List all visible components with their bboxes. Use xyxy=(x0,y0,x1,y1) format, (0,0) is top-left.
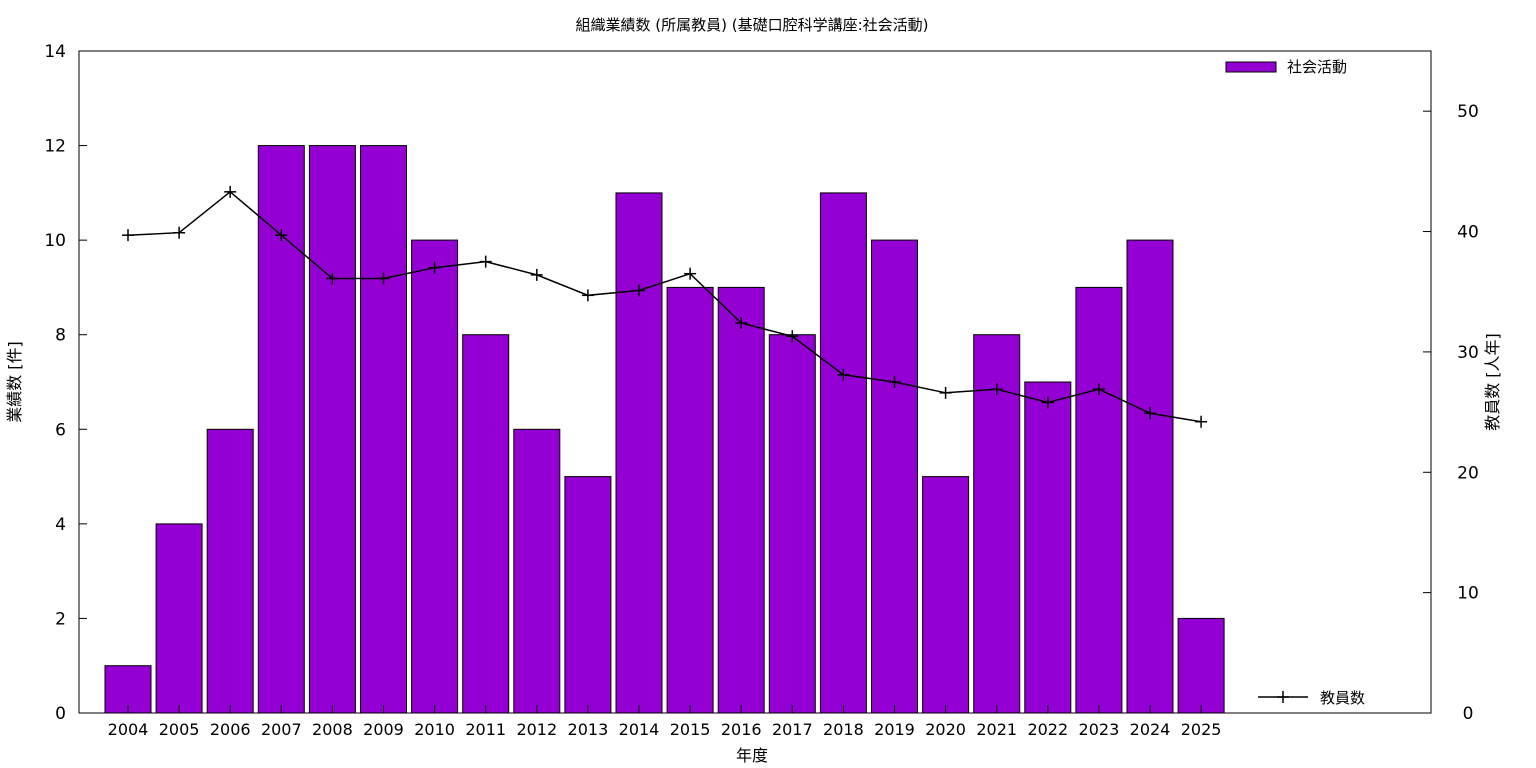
bar-2012 xyxy=(513,428,561,714)
staff-point-2021 xyxy=(990,383,1003,396)
bar-2025 xyxy=(1177,617,1225,714)
y-tick-label: 12 xyxy=(44,137,66,157)
y-tick-label: 10 xyxy=(44,231,66,251)
bar-2019 xyxy=(871,239,918,714)
bar-2018 xyxy=(819,192,867,714)
staff-point-2019 xyxy=(888,376,901,388)
bar-2009 xyxy=(360,145,407,714)
bar-2006 xyxy=(206,428,254,714)
chart-title: 組織業績数 (所属教員) (基礎口腔科学講座:社会活動) xyxy=(575,16,928,34)
bar-2022 xyxy=(1024,381,1072,714)
staff-point-2007 xyxy=(275,229,288,242)
y-tick-label: 2 xyxy=(55,609,66,629)
y-tick-label: 4 xyxy=(55,515,66,535)
staff-point-2011 xyxy=(479,255,492,268)
bar-2015 xyxy=(666,286,714,714)
x-axis-label: 年度 xyxy=(736,746,768,765)
axes-layer: 0 2 4 6 8 10 12 14 0 10 20 30 40 50 2004 2005 2006 2007 20… xyxy=(44,42,1478,739)
x-tick-label: 2020 xyxy=(925,720,966,739)
x-tick-label: 2009 xyxy=(363,720,404,739)
bar-2010 xyxy=(411,239,459,714)
staff-point-2018 xyxy=(837,368,850,381)
y-tick-label: 8 xyxy=(55,326,66,346)
x-tick-label: 2013 xyxy=(568,720,609,739)
y-tick-label: 14 xyxy=(44,42,66,62)
bar-2014 xyxy=(615,192,663,714)
bar-2021 xyxy=(973,334,1021,714)
x-tick-label: 2019 xyxy=(874,720,915,739)
x-tick-label: 2024 xyxy=(1130,720,1171,739)
x-tick-label: 2017 xyxy=(772,720,813,739)
staff-point-2010 xyxy=(428,261,441,274)
staff-point-2008 xyxy=(326,272,339,285)
legend-bar: 社会活動 xyxy=(1225,58,1347,76)
staff-point-2006 xyxy=(224,185,237,198)
x-tick-label: 2022 xyxy=(1027,720,1068,739)
legend-line: 教員数 xyxy=(1258,689,1365,707)
y2-tick-label: 0 xyxy=(1463,704,1474,724)
x-tick-label: 2014 xyxy=(619,720,660,739)
bar-2017 xyxy=(768,334,816,714)
staff-point-2017 xyxy=(786,330,799,343)
staff-point-2009 xyxy=(377,272,390,285)
y-tick-label: 6 xyxy=(55,420,66,440)
staff-point-2023 xyxy=(1092,383,1105,396)
y2-tick-label: 30 xyxy=(1457,343,1479,363)
x-tick-label: 2005 xyxy=(159,720,200,739)
y2-tick-label: 40 xyxy=(1457,223,1479,243)
x-tick-label: 2006 xyxy=(210,720,251,739)
bar-2016 xyxy=(717,286,765,714)
bar-2013 xyxy=(564,476,612,714)
staff-point-2014 xyxy=(633,284,645,297)
bar-2011 xyxy=(462,334,510,714)
bar-2024 xyxy=(1126,239,1174,714)
staff-line xyxy=(127,190,1202,423)
x-tick-label: 2007 xyxy=(261,720,302,739)
x-tick-label: 2004 xyxy=(108,720,149,739)
line-layer xyxy=(122,185,1208,428)
bars-layer xyxy=(104,145,1225,714)
staff-point-2004 xyxy=(122,229,134,242)
y2-axis-label: 教員数 [人年] xyxy=(1483,333,1502,431)
staff-point-2022 xyxy=(1041,396,1054,409)
legend-bar-label: 社会活動 xyxy=(1287,58,1347,76)
bar-2023 xyxy=(1075,286,1123,714)
bar-2020 xyxy=(922,476,970,714)
x-tick-label: 2008 xyxy=(312,720,353,739)
legend-bar-swatch xyxy=(1225,61,1277,73)
staff-point-2024 xyxy=(1144,407,1156,420)
y2-tick-label: 50 xyxy=(1457,102,1479,122)
x-tick-label: 2012 xyxy=(516,720,557,739)
y2-tick-label: 10 xyxy=(1457,584,1479,604)
staff-point-2020 xyxy=(939,386,952,399)
staff-point-2005 xyxy=(173,226,186,239)
staff-point-2015 xyxy=(684,267,697,280)
bar-2008 xyxy=(308,145,356,714)
x-tick-label: 2010 xyxy=(414,720,455,739)
staff-point-2012 xyxy=(530,268,543,281)
legend-line-label: 教員数 xyxy=(1320,689,1365,707)
y-axis-label: 業績数 [件] xyxy=(5,341,24,423)
staff-point-2025 xyxy=(1195,415,1208,428)
staff-point-2016 xyxy=(735,317,748,330)
plot-frame xyxy=(78,50,1432,714)
x-tick-label: 2011 xyxy=(465,720,506,739)
staff-point-2013 xyxy=(581,289,594,302)
y2-tick-label: 20 xyxy=(1457,463,1479,483)
x-tick-label: 2025 xyxy=(1181,720,1222,739)
x-tick-label: 2023 xyxy=(1079,720,1120,739)
x-tick-label: 2015 xyxy=(670,720,711,739)
x-tick-label: 2021 xyxy=(976,720,1017,739)
x-tick-label: 2016 xyxy=(721,720,762,739)
x-tick-label: 2018 xyxy=(823,720,864,739)
y-tick-label: 0 xyxy=(55,704,66,724)
bar-2005 xyxy=(155,523,203,714)
